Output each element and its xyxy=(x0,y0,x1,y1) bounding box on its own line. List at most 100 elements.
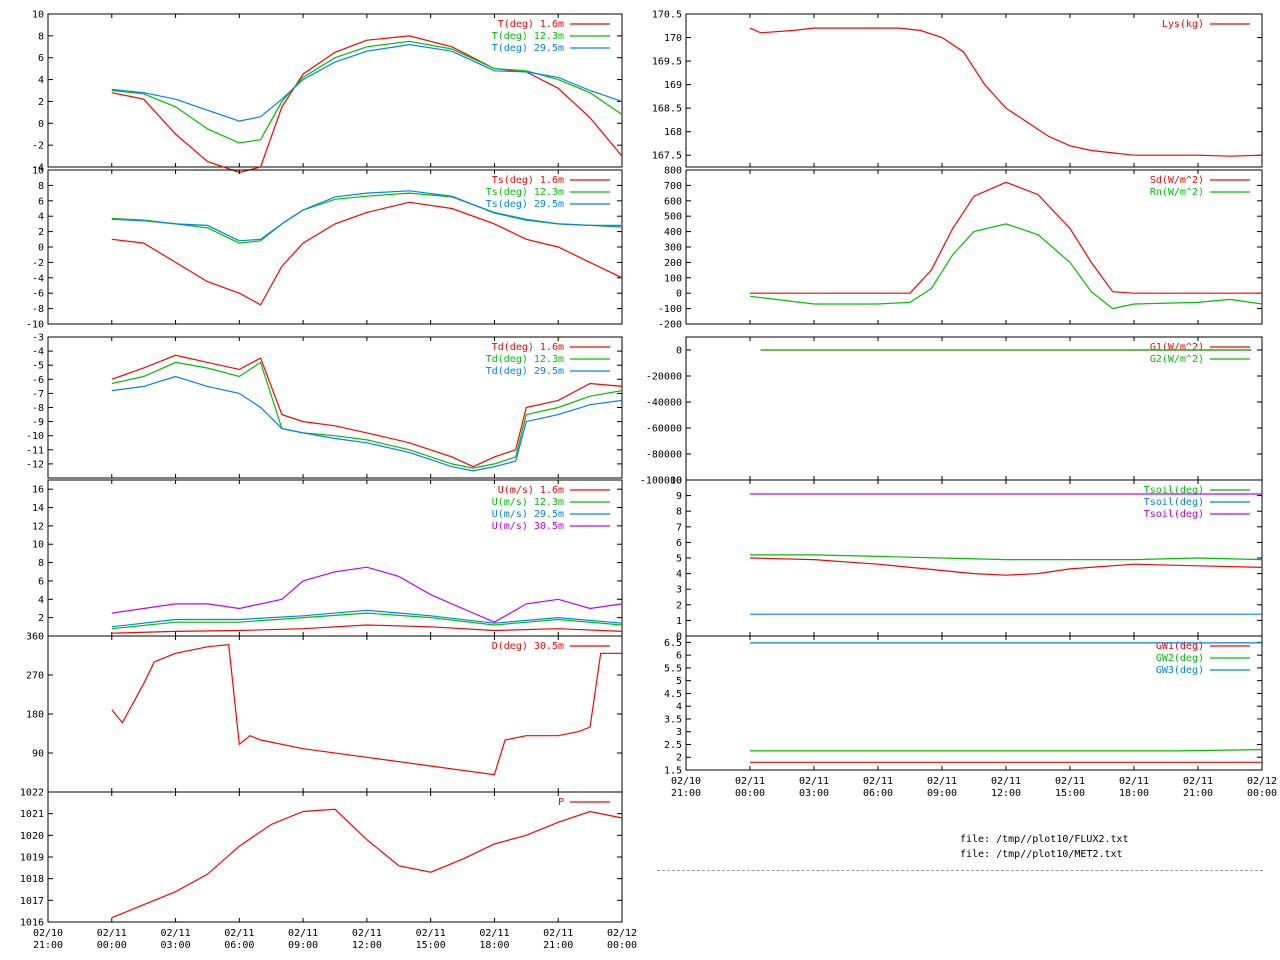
wind-speed-legend-label: U(m/s) 30.5m xyxy=(492,521,564,532)
surface-temperature-series-line xyxy=(111,190,623,242)
surface-temperature-legend-label: Ts(deg) 1.6m xyxy=(492,175,564,186)
radiation-ytick-label: 400 xyxy=(664,227,682,238)
xtick-time-label: 00:00 xyxy=(97,940,127,951)
ground-heat-flux-ytick-label: 0 xyxy=(676,346,682,357)
soil-temperature-ytick-label: 5 xyxy=(676,554,682,565)
pressure-ytick-label: 1017 xyxy=(20,896,44,907)
dewpoint-temperature-ytick-label: -10 xyxy=(26,431,44,442)
wind-speed-series-line xyxy=(111,609,623,628)
groundwater-ytick-label: 2.5 xyxy=(664,740,682,751)
xtick-time-label: 21:00 xyxy=(543,940,573,951)
wind-direction-ytick-label: 270 xyxy=(26,671,44,682)
xtick-time-label: 00:00 xyxy=(1247,788,1277,799)
radiation-ytick-label: 200 xyxy=(664,258,682,269)
air-temperature-legend-label: T(deg) 29.5m xyxy=(492,43,564,54)
air-temperature-series-line xyxy=(111,35,623,174)
soil-temperature-series-line xyxy=(750,554,1263,561)
surface-temperature-legend-label: Ts(deg) 12.3m xyxy=(486,187,564,198)
radiation-ytick-label: 800 xyxy=(664,166,682,177)
soil-temperature-ytick-label: 0 xyxy=(676,632,682,643)
xtick-time-label: 03:00 xyxy=(161,940,191,951)
radiation-legend-label: Sd(W/m^2) xyxy=(1150,175,1204,186)
air-temperature-ytick-label: 2 xyxy=(38,97,44,108)
air-temperature-ytick-label: -2 xyxy=(32,141,44,152)
air-temperature-legend-label: T(deg) 12.3m xyxy=(492,31,564,42)
xtick-time-label: 12:00 xyxy=(352,940,382,951)
xtick-time-label: 06:00 xyxy=(863,788,893,799)
wind-speed-ytick-label: 8 xyxy=(38,558,44,569)
xtick-date-label: 02/11 xyxy=(543,928,573,939)
soil-temperature-series-line xyxy=(749,557,1263,576)
radiation-ytick-label: 600 xyxy=(664,196,682,207)
dewpoint-temperature-legend-label: Td(deg) 29.5m xyxy=(486,366,564,377)
surface-temperature-ytick-label: -4 xyxy=(32,273,44,284)
dewpoint-temperature-ytick-label: -6 xyxy=(32,375,44,386)
wind-speed-ytick-label: 2 xyxy=(38,613,44,624)
surface-temperature-ytick-label: 2 xyxy=(38,227,44,238)
pressure-ytick-label: 1020 xyxy=(20,831,44,842)
soil-temperature-ytick-label: 3 xyxy=(676,585,682,596)
xtick-date-label: 02/11 xyxy=(1119,776,1149,787)
surface-temperature-ytick-label: 6 xyxy=(38,196,44,207)
surface-temperature-ytick-label: -6 xyxy=(32,289,44,300)
soil-temperature-legend-label: Tsoil(deg) xyxy=(1144,509,1204,520)
groundwater-ytick-label: 1.5 xyxy=(664,766,682,777)
dewpoint-temperature-ytick-label: -5 xyxy=(32,361,44,372)
surface-temperature-ytick-label: -10 xyxy=(26,320,44,331)
xtick-time-label: 18:00 xyxy=(479,940,509,951)
dewpoint-temperature-series-line xyxy=(111,375,623,472)
xtick-date-label: 02/11 xyxy=(927,776,957,787)
wind-speed-ytick-label: 4 xyxy=(38,595,44,606)
xtick-time-label: 00:00 xyxy=(607,940,637,951)
soil-temperature-ytick-label: 7 xyxy=(676,522,682,533)
soil-temperature-ytick-label: 4 xyxy=(676,569,682,580)
xtick-date-label: 02/11 xyxy=(224,928,254,939)
pressure-ytick-label: 1018 xyxy=(20,874,44,885)
wind-speed-ytick-label: 6 xyxy=(38,576,44,587)
radiation-legend-label: Rn(W/m^2) xyxy=(1150,187,1204,198)
groundwater-ytick-label: 4.5 xyxy=(664,689,682,700)
soil-temperature-ytick-label: 10 xyxy=(670,476,682,487)
xtick-time-label: 12:00 xyxy=(991,788,1021,799)
xtick-date-label: 02/11 xyxy=(416,928,446,939)
wind-direction-ytick-label: 90 xyxy=(32,749,44,760)
groundwater-series-line xyxy=(750,749,1263,752)
groundwater-frame xyxy=(685,635,1263,771)
lysimeter-ytick-label: 169.5 xyxy=(652,57,682,68)
lysimeter-ytick-label: 167.5 xyxy=(652,151,682,162)
dewpoint-temperature-series-line xyxy=(111,354,623,468)
radiation-ytick-label: -200 xyxy=(658,320,682,331)
dewpoint-temperature-ytick-label: -7 xyxy=(32,389,44,400)
xtick-time-label: 03:00 xyxy=(799,788,829,799)
xtick-date-label: 02/11 xyxy=(479,928,509,939)
air-temperature-ytick-label: 4 xyxy=(38,75,44,86)
xtick-date-label: 02/11 xyxy=(863,776,893,787)
dewpoint-temperature-legend-label: Td(deg) 12.3m xyxy=(486,354,564,365)
dewpoint-temperature-series-line xyxy=(111,361,623,469)
ground-heat-flux-ytick-label: -60000 xyxy=(646,424,682,435)
wind-speed-legend-label: U(m/s) 12.3m xyxy=(492,497,564,508)
groundwater-ytick-label: 3 xyxy=(676,727,682,738)
xtick-date-label: 02/12 xyxy=(607,928,637,939)
surface-temperature-legend-label: Ts(deg) 29.5m xyxy=(486,199,564,210)
wind-speed-legend-label: U(m/s) 1.6m xyxy=(498,485,564,496)
xtick-date-label: 02/11 xyxy=(288,928,318,939)
radiation-series-line xyxy=(749,223,1263,310)
air-temperature-series-line xyxy=(111,43,623,122)
surface-temperature-ytick-label: 8 xyxy=(38,181,44,192)
lysimeter-ytick-label: 170.5 xyxy=(652,10,682,21)
groundwater-ytick-label: 4 xyxy=(676,702,682,713)
pressure-legend-label: P xyxy=(558,797,564,808)
radiation-series-line xyxy=(750,181,1262,294)
xtick-time-label: 09:00 xyxy=(288,940,318,951)
dewpoint-temperature-ytick-label: -4 xyxy=(32,347,44,358)
xtick-date-label: 02/11 xyxy=(991,776,1021,787)
dewpoint-temperature-ytick-label: -12 xyxy=(26,459,44,470)
xtick-date-label: 02/11 xyxy=(799,776,829,787)
xtick-date-label: 02/11 xyxy=(161,928,191,939)
xtick-date-label: 02/10 xyxy=(671,776,701,787)
wind-direction-ytick-label: 180 xyxy=(26,710,44,721)
footer-file-1: file: /tmp//plot10/FLUX2.txt xyxy=(960,834,1129,845)
footer-divider xyxy=(657,870,1263,871)
ground-heat-flux-ytick-label: -100000 xyxy=(640,476,682,487)
